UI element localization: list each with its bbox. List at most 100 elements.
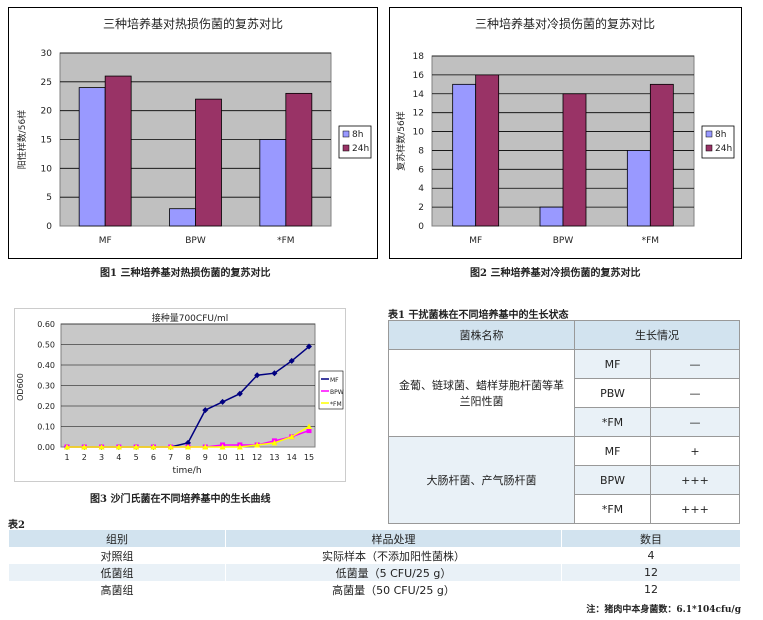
data-point [115, 444, 122, 450]
y-tick-label: 8 [418, 146, 424, 156]
x-tick-label: 2 [82, 453, 87, 462]
data-point [271, 439, 278, 446]
data-point [219, 398, 226, 405]
bar [169, 208, 196, 227]
legend-label: 8h [352, 130, 363, 140]
legend-swatch [342, 144, 350, 152]
bar [195, 98, 222, 227]
data-point [271, 370, 278, 377]
table-row: *FM +++ [389, 494, 740, 524]
bar [104, 75, 132, 227]
table-row: 对照组 实际样本（不添加阳性菌株） 4 [8, 547, 740, 564]
legend-swatch [342, 130, 350, 138]
table1-medium-cell: PBW [574, 378, 651, 408]
bar [285, 92, 313, 227]
chart-cold-injury: 三种培养基对冷损伤菌的复苏对比 0 2 4 6 8 10 12 14 16 18 复苏样数/56样 MF… [389, 7, 742, 259]
data-point [254, 441, 261, 448]
x-tick-label: 6 [151, 453, 156, 462]
y-tick-label: 2 [418, 203, 424, 213]
caption-fig1: 图1 三种培养基对热损伤菌的复苏对比 [100, 268, 271, 279]
table1-title: 表1 干扰菌株在不同培养基中的生长状态 [388, 310, 569, 321]
chart1-svg: 三种培养基对热损伤菌的复苏对比 0 5 10 15 20 25 30 阳性样数/56样 MF BPW… [16, 16, 372, 246]
x-axis-label: time/h [172, 466, 201, 476]
table1-header-growth: 生长情况 [574, 320, 740, 350]
table1-result-cell: + [650, 436, 740, 466]
chart-title: 三种培养基对冷损伤菌的复苏对比 [475, 16, 655, 31]
bar [562, 93, 587, 227]
y-tick-label: 18 [413, 52, 425, 62]
table2-header: 组别 样品处理 数目 [8, 530, 740, 547]
legend-label: *FM [330, 401, 342, 408]
x-tick-label: *FM [642, 236, 659, 246]
x-tick-label: 9 [203, 453, 208, 462]
table1-strain-cell: 大肠杆菌、产气肠杆菌 [388, 436, 575, 524]
y-tick-label: 0.50 [37, 341, 55, 350]
data-point [167, 444, 174, 450]
y-tick-label: 16 [413, 71, 425, 81]
y-axis-label: 阳性样数/56样 [16, 110, 28, 170]
chart-growth-curve: 接种量700CFU/ml 0.00 0.10 0.20 0.30 0.40 0.50 0.60… [14, 308, 346, 482]
x-tick-label: BPW [553, 236, 574, 246]
table2-cell: 4 [561, 547, 740, 564]
y-tick-label: 6 [418, 165, 424, 175]
y-tick-label: 0 [46, 222, 52, 232]
data-point [306, 423, 312, 429]
table2-cell: 高菌组 [8, 581, 226, 598]
data-point [236, 444, 243, 450]
data-point [306, 343, 312, 350]
legend-box [338, 125, 372, 159]
x-tick-label: BPW [185, 236, 206, 246]
table1-header: 菌株名称 生长情况 [388, 320, 740, 350]
table1-strain-cell: 金葡、链球菌、蜡样芽胞杆菌等革兰阳性菌 [388, 349, 575, 437]
table1-medium-cell: MF [574, 436, 651, 466]
table2-cell: 低菌量（5 CFU/25 g） [225, 564, 562, 581]
x-tick-label: 15 [304, 453, 314, 462]
table1-medium-cell: *FM [574, 407, 651, 437]
legend-swatch [705, 130, 713, 138]
x-tick-label: 14 [287, 453, 297, 462]
data-point [288, 357, 295, 364]
legend-label: MF [330, 377, 339, 384]
y-tick-label: 30 [41, 49, 53, 59]
y-tick-label: 0.10 [37, 423, 55, 432]
bar [626, 150, 651, 227]
data-point [150, 444, 157, 450]
data-point [185, 439, 191, 446]
data-point [81, 444, 88, 450]
table-row: 高菌组 高菌量（50 CFU/25 g） 12 [8, 581, 740, 598]
table1-result-cell: — [650, 349, 740, 379]
table1-result-cell: +++ [650, 465, 740, 495]
table-row: 低菌组 低菌量（5 CFU/25 g） 12 [8, 564, 740, 581]
x-tick-label: *FM [277, 236, 294, 246]
bar [649, 83, 674, 227]
data-point [202, 444, 209, 450]
data-point [133, 444, 140, 450]
table-row: PBW — [389, 378, 740, 408]
chart-title: 接种量700CFU/ml [152, 312, 229, 324]
caption-fig3: 图3 沙门氏菌在不同培养基中的生长曲线 [90, 494, 271, 505]
y-tick-label: 4 [418, 184, 424, 194]
y-tick-label: 20 [41, 107, 53, 117]
table-row: *FM — [389, 407, 740, 437]
table-row: 大肠杆菌、产气肠杆菌 MF + [388, 436, 740, 524]
y-tick-label: 0 [418, 222, 424, 232]
legend-label: BPW [330, 389, 344, 396]
y-tick-label: 10 [413, 128, 425, 138]
bar [78, 87, 106, 227]
x-tick-label: 5 [134, 453, 139, 462]
y-axis-label: 复苏样数/56样 [395, 111, 407, 171]
y-tick-label: 0.60 [37, 320, 55, 329]
y-tick-label: 0.40 [37, 361, 55, 370]
table2-cell: 低菌组 [8, 564, 226, 581]
legend-label: 24h [352, 144, 369, 154]
chart-title: 三种培养基对热损伤菌的复苏对比 [103, 16, 283, 31]
bar [259, 139, 287, 227]
data-point [64, 444, 70, 450]
y-tick-label: 0.30 [37, 382, 55, 391]
x-tick-label: 13 [269, 453, 279, 462]
caption-fig2: 图2 三种培养基对冷损伤菌的复苏对比 [470, 268, 641, 279]
y-tick-label: 15 [41, 136, 52, 146]
x-tick-label: MF [99, 236, 112, 246]
data-point [202, 407, 209, 414]
data-point [236, 390, 243, 397]
